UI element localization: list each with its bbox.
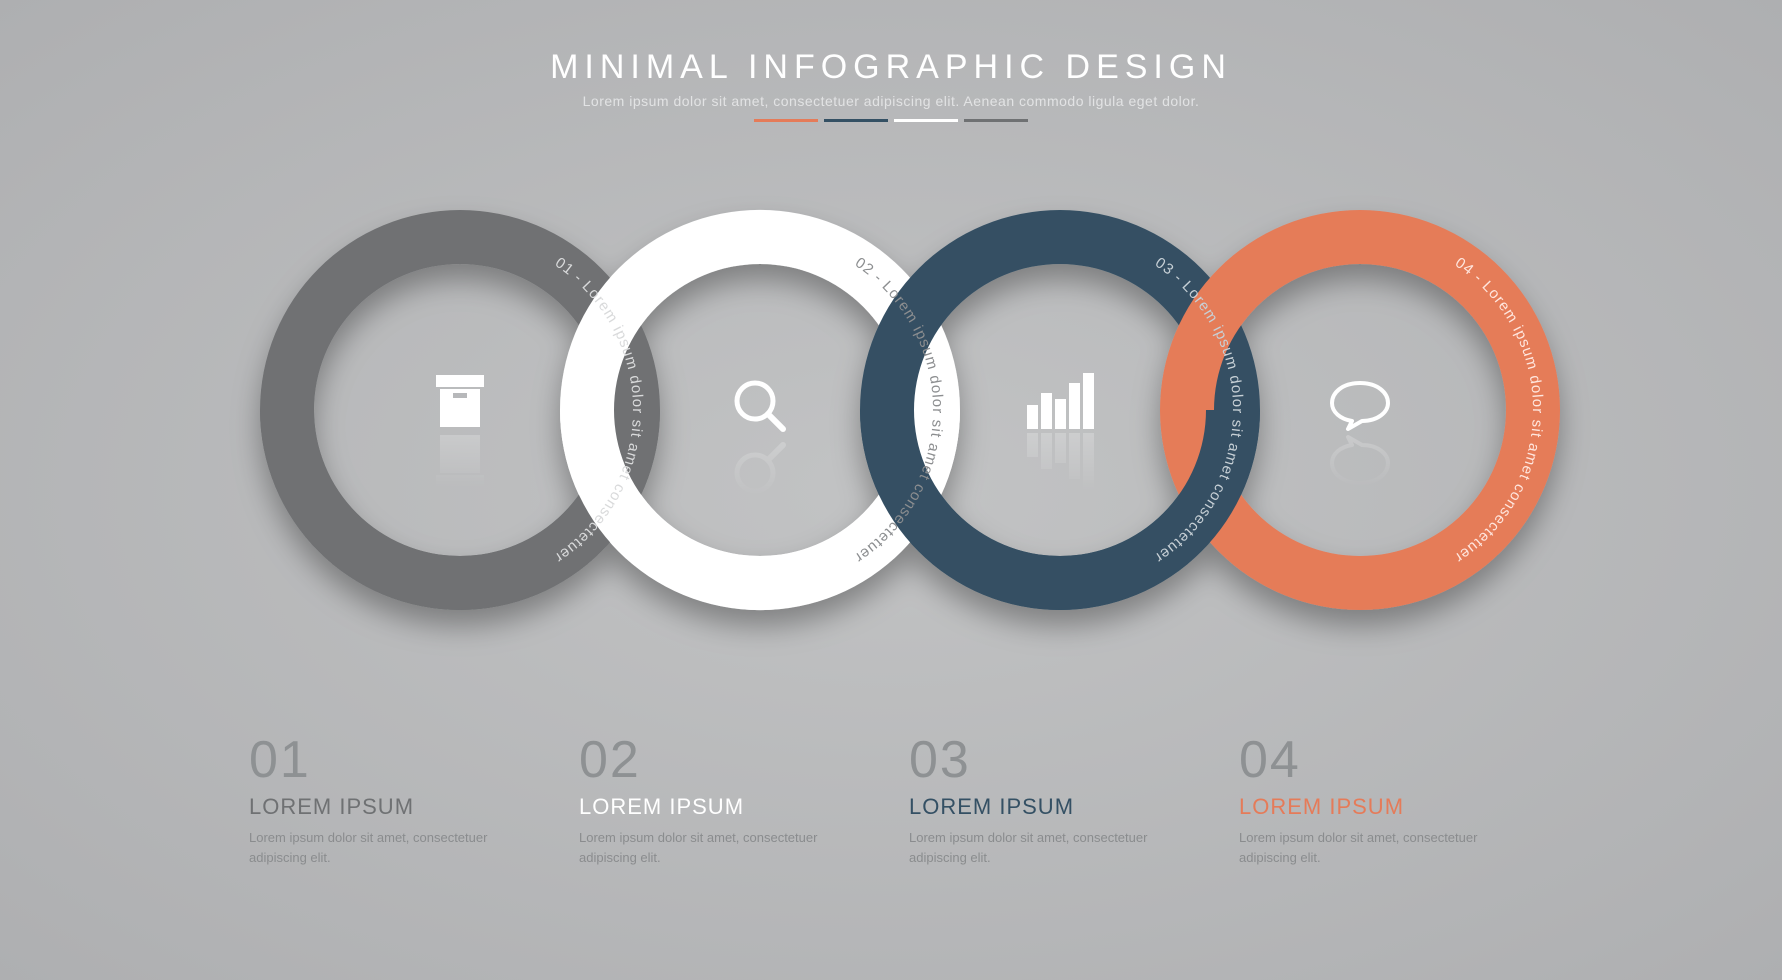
ring-icon-1	[400, 375, 520, 487]
accent-bar-3	[894, 119, 958, 122]
labels-row: 01 LOREM IPSUM Lorem ipsum dolor sit ame…	[0, 730, 1782, 868]
label-col-1: 01 LOREM IPSUM Lorem ipsum dolor sit ame…	[231, 730, 561, 868]
label-number: 04	[1239, 730, 1533, 790]
rings-svg: 01 - Lorem ipsum dolor sit amet consecte…	[0, 165, 1782, 725]
rings-stage: 01 - Lorem ipsum dolor sit amet consecte…	[0, 165, 1782, 725]
box-icon-reflection	[430, 433, 490, 487]
label-number: 03	[909, 730, 1203, 790]
label-body: Lorem ipsum dolor sit amet, consectetuer…	[579, 828, 873, 868]
label-number: 02	[579, 730, 873, 790]
label-heading: LOREM IPSUM	[909, 794, 1203, 820]
accent-bar-4	[964, 119, 1028, 122]
header: MINIMAL INFOGRAPHIC DESIGN Lorem ipsum d…	[0, 48, 1782, 122]
box-icon	[430, 375, 490, 429]
label-col-2: 02 LOREM IPSUM Lorem ipsum dolor sit ame…	[561, 730, 891, 868]
accent-bars	[0, 119, 1782, 122]
label-col-4: 04 LOREM IPSUM Lorem ipsum dolor sit ame…	[1221, 730, 1551, 868]
bar-chart-icon	[1025, 371, 1095, 429]
label-heading: LOREM IPSUM	[249, 794, 543, 820]
label-number: 01	[249, 730, 543, 790]
label-col-3: 03 LOREM IPSUM Lorem ipsum dolor sit ame…	[891, 730, 1221, 868]
label-body: Lorem ipsum dolor sit amet, consectetuer…	[1239, 828, 1533, 868]
magnifier-icon	[731, 377, 789, 435]
page-subtitle: Lorem ipsum dolor sit amet, consectetuer…	[0, 93, 1782, 109]
label-heading: LOREM IPSUM	[1239, 794, 1533, 820]
page-title: MINIMAL INFOGRAPHIC DESIGN	[0, 48, 1782, 87]
speech-bubble-icon	[1328, 379, 1392, 431]
magnifier-icon-reflection	[731, 439, 789, 497]
accent-bar-1	[754, 119, 818, 122]
label-body: Lorem ipsum dolor sit amet, consectetuer…	[909, 828, 1203, 868]
label-heading: LOREM IPSUM	[579, 794, 873, 820]
label-body: Lorem ipsum dolor sit amet, consectetuer…	[249, 828, 543, 868]
ring-icon-3	[1000, 371, 1120, 491]
accent-bar-2	[824, 119, 888, 122]
ring-icon-4	[1300, 379, 1420, 487]
speech-bubble-icon-reflection	[1328, 435, 1392, 487]
ring-icon-2	[700, 377, 820, 497]
bar-chart-icon-reflection	[1025, 433, 1095, 491]
